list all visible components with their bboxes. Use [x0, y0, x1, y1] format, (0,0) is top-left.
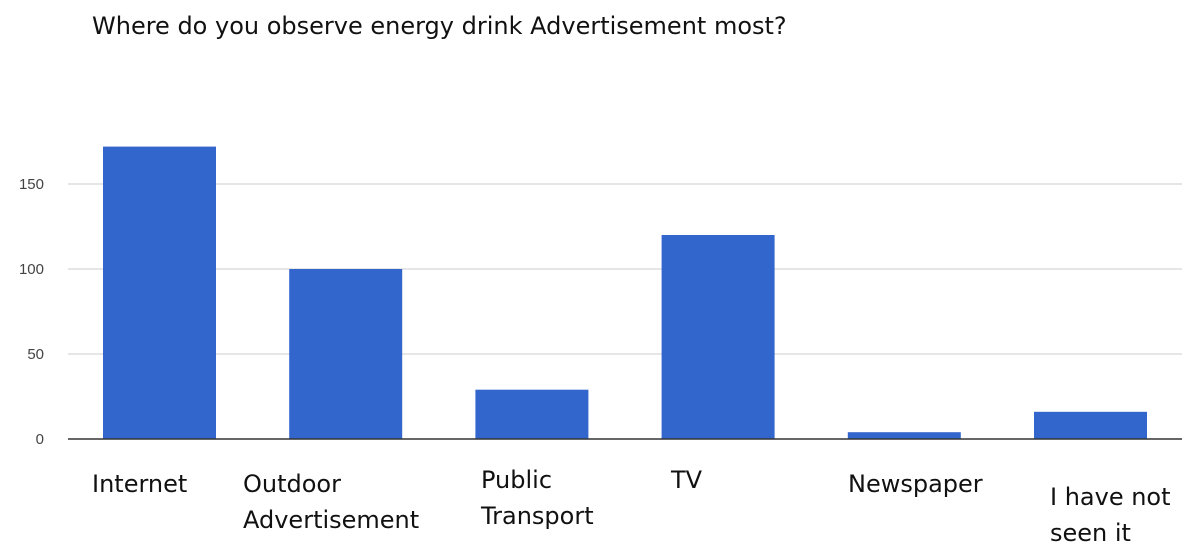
- chart-title: Where do you observe energy drink Advert…: [92, 12, 787, 40]
- x-category-label-line: Public: [481, 466, 552, 494]
- x-category-label-line: Outdoor: [243, 470, 341, 498]
- x-category-label-line: I have not: [1050, 483, 1171, 511]
- x-category-label: Internet: [92, 470, 187, 498]
- bars: [103, 146, 1147, 439]
- x-category-label-line: Advertisement: [243, 506, 419, 534]
- bar: [289, 269, 403, 439]
- bar: [1034, 411, 1147, 439]
- bar: [475, 389, 589, 439]
- y-tick-label: 100: [19, 261, 44, 278]
- x-category-label: Public Transport: [480, 466, 594, 530]
- x-category-label-line: TV: [670, 466, 703, 494]
- x-category-label-line: Newspaper: [848, 470, 983, 498]
- bar: [103, 146, 216, 439]
- y-tick-label: 150: [19, 176, 44, 193]
- x-category-label-line: Transport: [480, 502, 594, 530]
- x-category-label: Outdoor Advertisement: [243, 470, 419, 534]
- x-category-label: TV: [670, 466, 703, 494]
- x-category-label-line: Internet: [92, 470, 187, 498]
- bar: [847, 432, 961, 439]
- y-tick-label: 0: [36, 431, 44, 448]
- y-tick-label: 50: [27, 346, 44, 363]
- x-axis-category-labels: Internet Outdoor Advertisement Public Transp…: [92, 466, 1171, 547]
- x-category-label-line: seen it: [1050, 519, 1131, 547]
- x-category-label: Newspaper: [848, 470, 983, 498]
- y-axis-ticks: 0 50 100 150: [19, 176, 44, 448]
- x-category-label: I have not seen it: [1050, 483, 1171, 547]
- gridlines: [68, 183, 1182, 355]
- bar: [661, 235, 775, 439]
